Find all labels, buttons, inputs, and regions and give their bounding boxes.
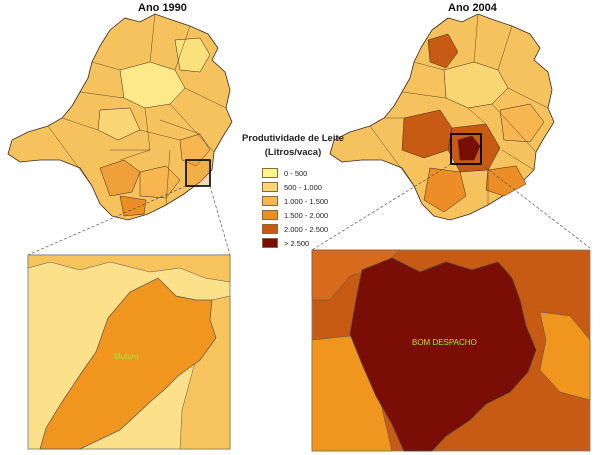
inset-city-label-bom-despacho: BOM DESPACHO <box>412 338 477 347</box>
inset-right-region-1990 <box>179 295 231 450</box>
mutum-municipality <box>39 277 217 450</box>
bom-despacho-municipality <box>349 257 537 452</box>
legend-label: 2.000 - 2.500 <box>284 224 329 234</box>
region-west-2004 <box>401 109 453 159</box>
legend-swatch <box>262 196 278 206</box>
legend-label: 500 - 1.000 <box>284 182 322 192</box>
region-north-1990 <box>119 61 186 109</box>
region-center-1990 <box>97 107 141 141</box>
legend-label: 1.500 - 2.000 <box>284 210 329 220</box>
legend-item: 500 - 1.000 <box>262 181 322 193</box>
legend-label: 0 - 500 <box>284 168 308 178</box>
legend-title: Produtividade de Leite (Litros/vaca) <box>228 132 358 160</box>
legend-item: 0 - 500 <box>262 167 307 179</box>
legend-title-line2: (Litros/vaca) <box>264 147 322 158</box>
legend-swatch <box>262 210 278 220</box>
region-northeast-1990 <box>174 37 211 73</box>
region-northwest-2004 <box>427 33 459 69</box>
legend-swatch <box>262 224 278 234</box>
map-2004 <box>329 13 555 221</box>
legend-swatch <box>262 182 278 192</box>
highlight-box-1990 <box>185 159 211 187</box>
connector-lines <box>27 163 591 256</box>
legend-label: 1.000 - 1.500 <box>284 196 329 206</box>
region-bom-despacho-2004 <box>457 135 481 161</box>
region-south-c-1990 <box>119 195 147 217</box>
map-title-2004: Ano 2004 <box>448 2 497 14</box>
legend-swatch <box>262 168 278 178</box>
map-title-1990: Ano 1990 <box>138 2 187 14</box>
inset-top-region-1990 <box>27 254 231 283</box>
legend-item: 2.000 - 2.500 <box>262 223 328 235</box>
inset-city-label-mutum: Mutum <box>114 352 139 361</box>
legend-item: 1.000 - 1.500 <box>262 195 328 207</box>
region-south-2004 <box>423 167 467 213</box>
legend-item: 1.500 - 2.000 <box>262 209 328 221</box>
region-north-2004 <box>443 61 509 109</box>
municipal-boundaries-2004 <box>369 13 549 205</box>
region-east-1990 <box>179 133 211 167</box>
legend-label: > 2.500 <box>284 238 310 248</box>
inset-right-region-2004 <box>539 311 591 401</box>
inset-2004 <box>311 249 591 452</box>
municipal-boundaries-1990 <box>47 13 227 206</box>
inset-top-region-2004 <box>311 249 401 301</box>
highlight-box-2004 <box>450 133 482 165</box>
legend-swatch <box>262 238 278 248</box>
legend-item: > 2.500 <box>262 237 309 249</box>
region-south-a-1990 <box>99 159 141 197</box>
region-east-2004 <box>499 103 545 143</box>
inset-1990 <box>27 254 231 450</box>
map-1990 <box>7 13 233 221</box>
region-south-b-1990 <box>139 165 181 199</box>
legend-title-line1: Produtividade de Leite <box>242 133 344 144</box>
